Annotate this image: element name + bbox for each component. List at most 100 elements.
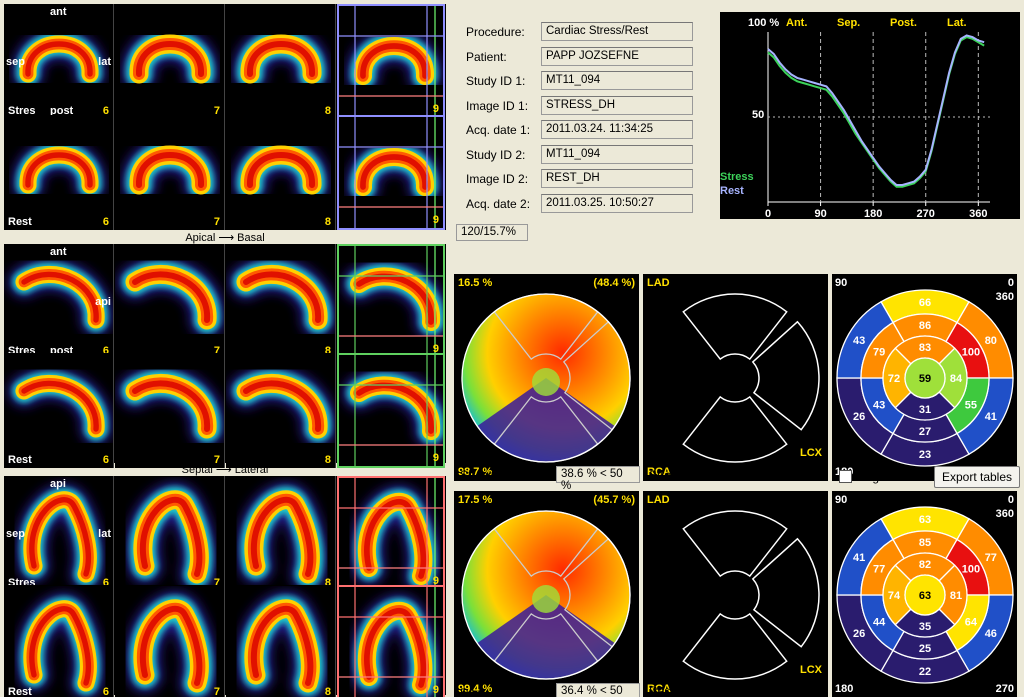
- map-outline: [461, 510, 631, 680]
- slice-image[interactable]: 9: [337, 115, 445, 230]
- slice-image[interactable]: 9: [337, 476, 445, 591]
- info-value-field[interactable]: 2011.03.24. 11:34:25: [541, 120, 693, 139]
- slice-image[interactable]: 9: [337, 244, 445, 359]
- slice-image[interactable]: 7: [115, 115, 225, 230]
- angle-label: 360: [995, 508, 1014, 520]
- ratio-display: 120/15.7%: [456, 224, 528, 241]
- image-row-rest: 6 Rest 7 8 9: [4, 353, 446, 468]
- slice-image[interactable]: 6 Rest: [4, 115, 114, 230]
- heart-slice-graphic: [339, 117, 443, 228]
- apex-value: 63: [919, 590, 931, 602]
- apex-region: [532, 368, 560, 396]
- segment-value: 35: [919, 621, 931, 633]
- slice-number: 6: [102, 345, 109, 357]
- segment-value: 26: [853, 628, 865, 640]
- slice-image[interactable]: 8: [226, 476, 336, 591]
- segment-value: 27: [919, 426, 931, 438]
- slice-image[interactable]: 7: [115, 585, 225, 697]
- apex-region: [532, 585, 560, 613]
- slice-image[interactable]: 9: [337, 353, 445, 468]
- slice-image[interactable]: 6 Rest: [4, 585, 114, 697]
- export-tables-button[interactable]: Export tables: [934, 466, 1020, 488]
- rest-stress-caption: Rest - Stress: [649, 684, 719, 697]
- segment-value: 79: [873, 347, 885, 359]
- slice-number: 9: [432, 214, 439, 226]
- heart-slice-graphic: [16, 484, 104, 590]
- slice-number: 7: [213, 105, 220, 117]
- graph-region-lat: Lat.: [947, 17, 967, 29]
- x-tick-label: 180: [864, 208, 882, 219]
- segment-value: 80: [985, 335, 997, 347]
- crosshair-grid: [339, 117, 443, 228]
- segment-value: 25: [919, 643, 931, 655]
- info-value-field[interactable]: MT11_094: [541, 71, 693, 90]
- slice-image[interactable]: 6 Stres ant api post: [4, 244, 114, 359]
- info-label: Study ID 2:: [466, 147, 526, 162]
- slice-image[interactable]: 9: [337, 4, 445, 119]
- segment-value: 46: [985, 628, 997, 640]
- slice-image[interactable]: 6 Stres api sep lat: [4, 476, 114, 591]
- slice-image[interactable]: 7: [115, 353, 225, 468]
- info-label: Image ID 1:: [466, 98, 529, 113]
- info-value-field[interactable]: PAPP JOZSEFNE: [541, 46, 693, 66]
- info-row: Acq. date 2: 2011.03.25. 10:50:27: [454, 193, 711, 214]
- legend-rest: Rest: [720, 185, 744, 197]
- segment-value: 23: [919, 449, 931, 461]
- segment-value: 31: [919, 404, 931, 416]
- info-value-field[interactable]: REST_DH: [541, 169, 693, 188]
- info-value-field[interactable]: 2011.03.25. 10:50:27: [541, 193, 693, 213]
- info-label: Acq. date 1:: [466, 123, 531, 137]
- slice-image[interactable]: 6 Stres ant sep lat post: [4, 4, 114, 119]
- slice-number: 6: [102, 105, 109, 117]
- stress-polar-map: 16.5 %(48.4 %)98.7 %19.9 %: [454, 274, 639, 481]
- map-corner-label: 98.7 %: [458, 466, 493, 478]
- slice-image[interactable]: 8: [226, 115, 336, 230]
- crosshair-grid: [339, 246, 443, 357]
- info-value-field[interactable]: STRESS_DH: [541, 95, 693, 115]
- reg-details-label: Reg. details: [857, 470, 921, 484]
- slice-image[interactable]: 8: [226, 353, 336, 468]
- segment-value: 82: [919, 559, 931, 571]
- slice-image[interactable]: 7: [115, 476, 225, 591]
- profile-chart: 100 % 50 Ant. Sep. Post. Lat. Stress Res…: [720, 17, 990, 220]
- slice-image[interactable]: 8: [226, 4, 336, 119]
- lad-label: LAD: [647, 494, 670, 506]
- slice-number: 8: [324, 216, 331, 228]
- crosshair-grid: [339, 6, 443, 117]
- slice-number: 8: [324, 105, 331, 117]
- heart-slice-graphic: [126, 591, 217, 697]
- graph-region-sep: Sep.: [837, 17, 860, 29]
- map-corner-label: (45.7 %): [593, 494, 635, 506]
- heart-slice-graphic: [16, 593, 104, 697]
- slice-image[interactable]: 7: [115, 244, 225, 359]
- segment-value: 43: [853, 335, 865, 347]
- slice-number: 7: [213, 216, 220, 228]
- orientation-right: lat: [98, 56, 111, 68]
- map-corner-label: 99.4 %: [458, 683, 493, 695]
- heart-slice-graphic: [126, 482, 217, 591]
- angle-label: 0: [1007, 277, 1014, 289]
- segment-value: 72: [888, 373, 900, 385]
- info-value-field[interactable]: MT11_094: [541, 144, 693, 164]
- slice-image[interactable]: 8: [226, 244, 336, 359]
- slice-image[interactable]: 7: [115, 4, 225, 119]
- slice-image[interactable]: 8: [226, 585, 336, 697]
- info-row: Study ID 1: MT11_094: [454, 71, 711, 91]
- graph-y-label-top: 100 %: [748, 17, 779, 29]
- info-label: Acq. date 2:: [466, 196, 531, 211]
- heart-slice-graphic: [229, 366, 335, 446]
- reg-details-checkbox[interactable]: [839, 470, 852, 483]
- slice-number: 9: [432, 103, 439, 115]
- slice-image[interactable]: 9: [337, 585, 445, 697]
- legend-stress: Stress: [720, 171, 754, 183]
- info-row: Study ID 2: MT11_094: [454, 144, 711, 165]
- segment-value: 41: [853, 552, 865, 564]
- angle-label: 180: [835, 683, 854, 695]
- slice-image[interactable]: 6 Rest: [4, 353, 114, 468]
- crosshair-grid: [339, 355, 443, 466]
- orientation-top: api: [50, 478, 66, 490]
- info-value-field[interactable]: Cardiac Stress/Rest: [541, 22, 693, 41]
- perfusion-polar-plot: [461, 510, 631, 680]
- info-row: Acq. date 1: 2011.03.24. 11:34:25: [454, 120, 711, 140]
- crosshair-grid: [339, 478, 443, 589]
